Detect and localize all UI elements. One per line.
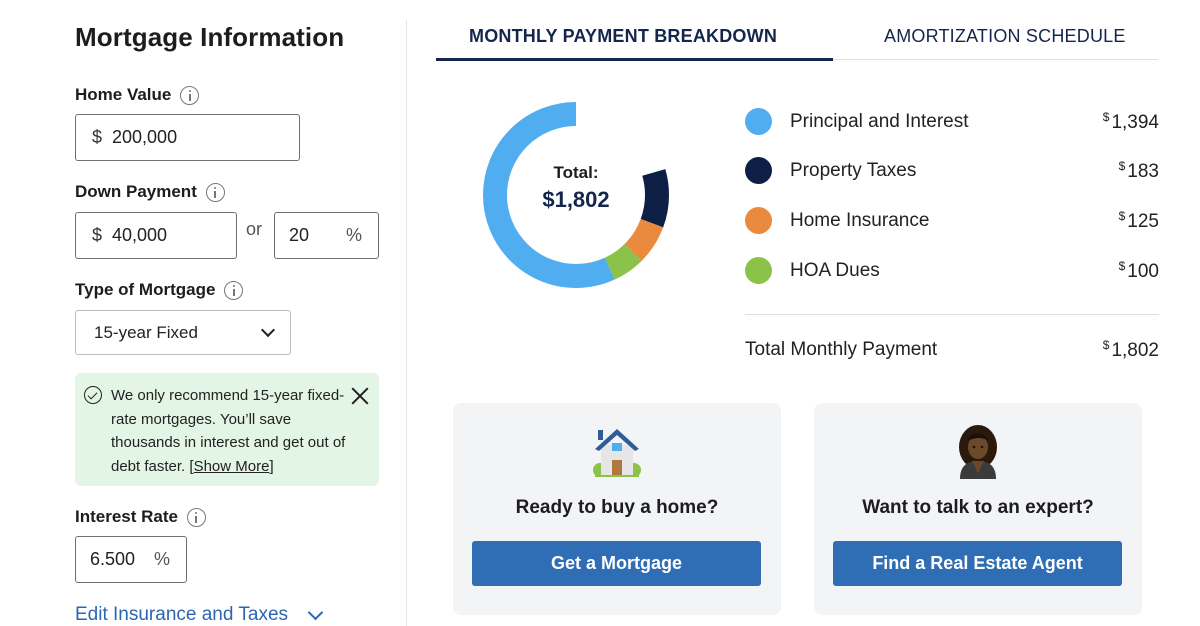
percent-suffix: %	[345, 225, 362, 245]
legend-label: HOA Dues	[790, 260, 880, 281]
donut-segment-principal-and-interest	[483, 102, 669, 288]
legend-label: Home Insurance	[790, 210, 930, 231]
chevron-down-icon	[307, 604, 324, 620]
amount-value: 183	[1127, 161, 1159, 182]
legend-label: Principal and Interest	[790, 111, 969, 132]
amount-value: 1,802	[1111, 340, 1159, 361]
mortgage-type-select[interactable]: 15-year Fixed	[75, 310, 291, 355]
mortgage-type-label: Type of Mortgage	[75, 280, 216, 299]
currency-symbol: $	[1118, 259, 1126, 273]
interest-rate-label: Interest Rate	[75, 507, 178, 526]
down-payment-percent-text: 20	[289, 225, 310, 245]
percent-suffix: %	[153, 549, 170, 569]
find-agent-button[interactable]: Find a Real Estate Agent	[833, 541, 1122, 586]
legend-amount: $100	[1119, 259, 1159, 283]
home-value-input[interactable]: $ 200,000	[75, 114, 300, 161]
down-payment-label: Down Payment	[75, 182, 197, 201]
expert-card: Want to talk to an expert? Find a Real E…	[814, 403, 1142, 615]
amount-value: 100	[1127, 261, 1159, 282]
active-tab-indicator	[436, 58, 833, 61]
down-payment-text: 40,000	[112, 225, 168, 245]
down-payment-label-row: Down Payment	[75, 182, 225, 202]
legend-amount: $125	[1119, 209, 1159, 233]
currency-prefix: $	[92, 127, 103, 147]
legend-row-hoa-dues: HOA Dues $100	[745, 257, 1159, 285]
legend-amount: $1,394	[1103, 110, 1159, 134]
close-icon[interactable]	[349, 385, 371, 407]
check-circle-icon	[84, 386, 102, 404]
home-value-label: Home Value	[75, 85, 172, 104]
donut-total-value: $1,802	[542, 187, 610, 212]
panel-divider	[406, 20, 407, 626]
info-icon[interactable]	[224, 280, 244, 300]
mortgage-type-label-row: Type of Mortgage	[75, 280, 244, 300]
interest-rate-input[interactable]: 6.500 %	[75, 536, 187, 583]
down-payment-percent-input[interactable]: 20 %	[274, 212, 379, 259]
amount-value: 125	[1127, 211, 1159, 232]
legend-divider	[745, 314, 1159, 315]
house-icon	[593, 429, 641, 477]
currency-prefix: $	[92, 225, 103, 245]
down-payment-amount-input[interactable]: $ 40,000	[75, 212, 237, 259]
panel-title: Mortgage Information	[75, 22, 345, 52]
edit-link-label: Edit Insurance and Taxes	[75, 604, 289, 625]
card-title: Ready to buy a home?	[515, 497, 719, 518]
interest-rate-text: 6.500	[90, 549, 136, 569]
info-icon[interactable]	[205, 182, 225, 202]
interest-rate-label-row: Interest Rate	[75, 507, 206, 527]
donut-segment-property-taxes	[483, 102, 669, 288]
mortgage-info-panel: Mortgage Information Home Value $ 200,00…	[0, 0, 406, 626]
alert-link-suffix: ]	[269, 457, 274, 475]
total-label: Total Monthly Payment	[745, 339, 938, 360]
payment-donut-chart: Total: $1,802	[482, 101, 670, 289]
total-amount: $1,802	[1103, 338, 1159, 362]
donut-total-label: Total:	[553, 163, 599, 182]
legend-row-principal-interest: Principal and Interest $1,394	[745, 108, 1159, 136]
legend-label: Property Taxes	[790, 160, 917, 181]
or-label: or	[246, 219, 263, 239]
recommendation-alert: We only recommend 15-year fixed-rate mor…	[75, 373, 379, 486]
alert-link-prefix: [	[189, 457, 194, 475]
currency-symbol: $	[1102, 110, 1110, 124]
tab-bar: MONTHLY PAYMENT BREAKDOWN AMORTIZATION S…	[436, 22, 1158, 62]
alert-message: We only recommend 15-year fixed-rate mor…	[111, 384, 351, 478]
get-mortgage-button[interactable]: Get a Mortgage	[472, 541, 761, 586]
legend-row-home-insurance: Home Insurance $125	[745, 207, 1159, 235]
mortgage-type-selected: 15-year Fixed	[94, 322, 198, 342]
tab-amortization-schedule[interactable]: AMORTIZATION SCHEDULE	[884, 26, 1126, 46]
amount-value: 1,394	[1111, 112, 1159, 133]
chevron-down-icon	[260, 322, 276, 338]
card-title: Want to talk to an expert?	[862, 497, 1094, 518]
alert-text: We only recommend 15-year fixed-rate mor…	[111, 387, 346, 475]
property-taxes-color-dot	[745, 157, 772, 184]
home-value-text: 200,000	[112, 127, 178, 147]
edit-insurance-taxes-link[interactable]: Edit Insurance and Taxes	[75, 604, 324, 626]
currency-symbol: $	[1102, 338, 1110, 352]
currency-symbol: $	[1118, 159, 1126, 173]
expert-avatar-icon	[959, 425, 997, 479]
buy-home-card: Ready to buy a home? Get a Mortgage	[453, 403, 781, 615]
info-icon[interactable]	[186, 507, 206, 527]
tab-monthly-payment-breakdown[interactable]: MONTHLY PAYMENT BREAKDOWN	[469, 26, 778, 46]
home-value-label-row: Home Value	[75, 85, 200, 105]
currency-symbol: $	[1118, 209, 1126, 223]
info-icon[interactable]	[180, 85, 200, 105]
hoa-dues-color-dot	[745, 257, 772, 284]
legend-row-property-taxes: Property Taxes $183	[745, 157, 1159, 185]
principal-interest-color-dot	[745, 108, 772, 135]
donut-svg	[483, 102, 669, 288]
legend-amount: $183	[1119, 159, 1159, 183]
home-insurance-color-dot	[745, 207, 772, 234]
show-more-link[interactable]: Show More	[193, 457, 270, 475]
